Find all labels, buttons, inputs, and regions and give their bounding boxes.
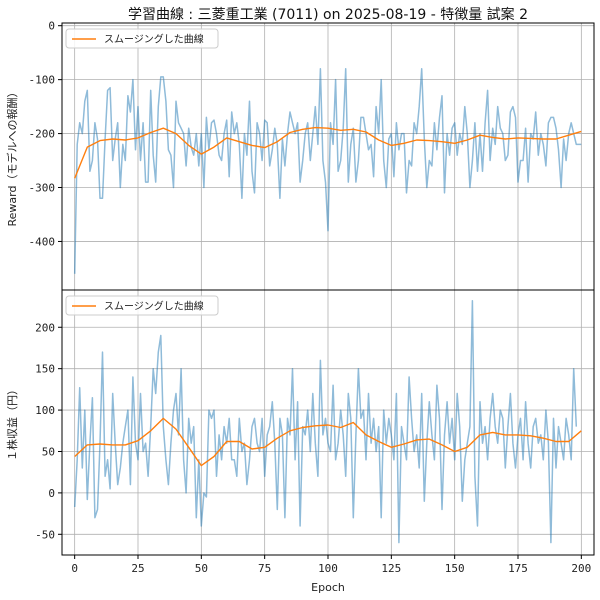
x-tick-label: 200 — [571, 562, 591, 575]
x-tick-label: 75 — [258, 562, 271, 575]
x-tick-label: 0 — [71, 562, 78, 575]
y-tick-label: 0 — [48, 487, 55, 500]
y-tick-label: -200 — [29, 128, 56, 141]
y-axis-label: １株収益（円） — [5, 384, 19, 461]
x-tick-label: 100 — [318, 562, 338, 575]
legend: スムージングした曲線 — [65, 28, 219, 49]
y-tick-label: 100 — [35, 404, 55, 417]
y-tick-label: 0 — [48, 20, 55, 33]
chart-title: 学習曲線 : 三菱重工業 (7011) on 2025-08-19 - 特徴量 … — [128, 6, 528, 23]
chart-panels: 0 -100 -200 -300 -400 Reward（モデルへの報酬） スムージングした… — [5, 20, 595, 575]
y-tick-label: 200 — [35, 321, 55, 334]
y-tick-label: -50 — [35, 528, 55, 541]
raw-series-line — [73, 300, 578, 544]
x-tick-label: 50 — [195, 562, 208, 575]
y-tick-label: 150 — [35, 363, 55, 376]
y-tick-label: -100 — [29, 74, 56, 87]
panel-1: 0 -100 -200 -300 -400 Reward（モデルへの報酬） スムージングした… — [5, 20, 595, 291]
x-tick-label: 175 — [508, 562, 528, 575]
legend: スムージングした曲線 — [65, 295, 219, 316]
raw-series-line — [73, 68, 582, 274]
smoothed-series-line — [74, 126, 582, 179]
y-tick-label: -300 — [29, 182, 56, 195]
legend-box — [65, 295, 219, 316]
x-tick-label: 150 — [445, 562, 465, 575]
y-tick-label: 50 — [42, 445, 55, 458]
legend-box — [65, 28, 219, 49]
y-tick-label: -400 — [29, 235, 56, 248]
x-axis-label: Epoch — [311, 581, 345, 594]
legend-label: スムージングした曲線 — [104, 33, 204, 46]
x-tick-label: 125 — [381, 562, 401, 575]
panel-2: 200 150 100 50 0 -50 0 25 50 75 100 125 150 175 200 １株収… — [5, 289, 595, 575]
legend-label: スムージングした曲線 — [104, 300, 204, 313]
x-tick-label: 25 — [131, 562, 144, 575]
smoothed-series-line — [74, 417, 582, 467]
y-axis-label: Reward（モデルへの報酬） — [5, 87, 19, 227]
